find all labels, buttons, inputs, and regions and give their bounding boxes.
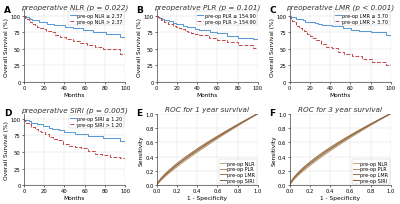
Y-axis label: Sensitivity: Sensitivity bbox=[272, 134, 277, 165]
X-axis label: Months: Months bbox=[64, 92, 85, 97]
Title: preoperative SIRI (p = 0.005): preoperative SIRI (p = 0.005) bbox=[21, 107, 128, 113]
Legend: pre-op NLR ≤ 2.37, pre-op NLR > 2.37: pre-op NLR ≤ 2.37, pre-op NLR > 2.37 bbox=[68, 12, 124, 26]
Title: preoperative LMR (p < 0.001): preoperative LMR (p < 0.001) bbox=[286, 4, 394, 11]
X-axis label: Months: Months bbox=[330, 92, 351, 97]
X-axis label: Months: Months bbox=[64, 195, 85, 200]
Y-axis label: Overall Survival (%): Overall Survival (%) bbox=[4, 120, 9, 179]
Y-axis label: Overall Survival (%): Overall Survival (%) bbox=[137, 18, 142, 76]
Y-axis label: Overall Survival (%): Overall Survival (%) bbox=[4, 18, 9, 76]
Legend: pre-op SIRI ≤ 1.20, pre-op SIRI > 1.20: pre-op SIRI ≤ 1.20, pre-op SIRI > 1.20 bbox=[69, 115, 124, 129]
Legend: pre-op NLR, pre-op PLR, pre-op LMR, pre-op SIRI: pre-op NLR, pre-op PLR, pre-op LMR, pre-… bbox=[219, 159, 257, 184]
Text: C: C bbox=[269, 6, 276, 14]
Legend: pre-op PLR ≤ 154.90, pre-op PLR > 154.90: pre-op PLR ≤ 154.90, pre-op PLR > 154.90 bbox=[196, 12, 257, 26]
Y-axis label: Sensitivity: Sensitivity bbox=[139, 134, 144, 165]
Text: D: D bbox=[4, 108, 11, 117]
Title: ROC for 3 year survival: ROC for 3 year survival bbox=[298, 107, 382, 113]
Title: preoperative PLR (p = 0.101): preoperative PLR (p = 0.101) bbox=[154, 4, 260, 11]
X-axis label: 1 - Specificity: 1 - Specificity bbox=[187, 195, 227, 200]
Legend: pre-op LMR ≤ 3.70, pre-op LMR > 3.70: pre-op LMR ≤ 3.70, pre-op LMR > 3.70 bbox=[334, 12, 390, 26]
X-axis label: Months: Months bbox=[197, 92, 218, 97]
Text: B: B bbox=[136, 6, 143, 14]
Text: E: E bbox=[136, 108, 143, 117]
X-axis label: 1 - Specificity: 1 - Specificity bbox=[320, 195, 360, 200]
Legend: pre-op NLR, pre-op PLR, pre-op LMR, pre-op SIRI: pre-op NLR, pre-op PLR, pre-op LMR, pre-… bbox=[352, 159, 390, 184]
Text: A: A bbox=[4, 6, 11, 14]
Title: preoperative NLR (p = 0.022): preoperative NLR (p = 0.022) bbox=[21, 4, 128, 11]
Title: ROC for 1 year survival: ROC for 1 year survival bbox=[165, 107, 249, 113]
Text: F: F bbox=[269, 108, 276, 117]
Y-axis label: Overall Survival (%): Overall Survival (%) bbox=[270, 18, 275, 76]
